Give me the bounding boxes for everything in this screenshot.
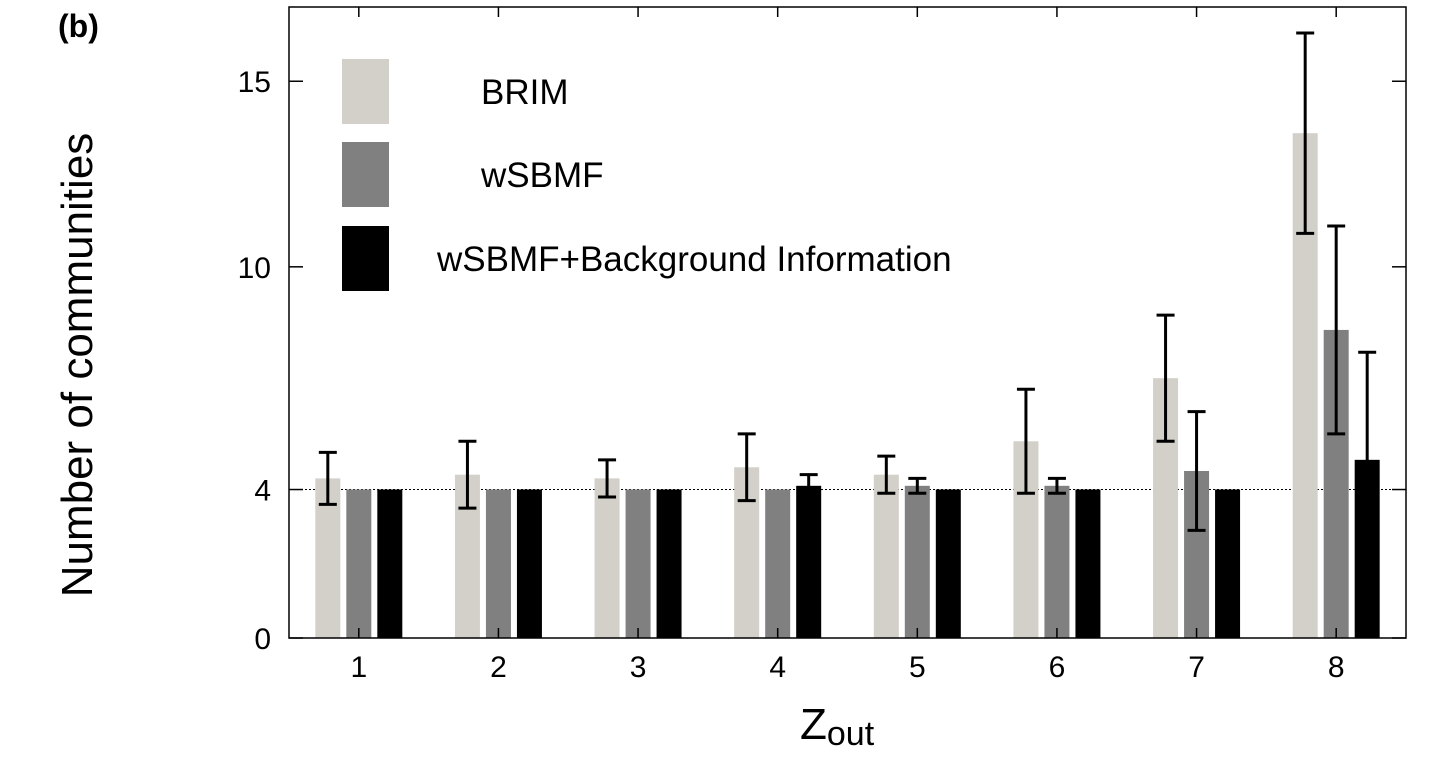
bar-3-6 — [1075, 489, 1101, 638]
bar-1-5 — [873, 474, 899, 638]
y-tick-label-10: 10 — [238, 252, 271, 285]
x-axis-label: Zout — [800, 700, 875, 753]
x-tick-label-2: 2 — [490, 651, 507, 684]
y-tick-label-4: 4 — [254, 475, 271, 508]
x-axis-label-subscript: out — [826, 715, 875, 753]
x-tick-label-6: 6 — [1049, 651, 1066, 684]
plot-frame — [288, 6, 1407, 639]
bar-3-4 — [796, 485, 822, 638]
x-tick-label-1: 1 — [350, 651, 367, 684]
x-tick-label-7: 7 — [1188, 651, 1205, 684]
bar-2-1 — [346, 489, 372, 638]
bar-2-2 — [485, 489, 511, 638]
bar-2-3 — [625, 489, 651, 638]
x-tick-label-5: 5 — [909, 651, 926, 684]
bar-3-1 — [377, 489, 403, 638]
panel-label: (b) — [58, 8, 99, 44]
bar-3-2 — [516, 489, 542, 638]
y-tick-label-0: 0 — [254, 623, 271, 656]
x-tick-label-8: 8 — [1328, 651, 1345, 684]
bar-2-4 — [765, 489, 791, 638]
legend-label-3: wSBMF+Background Information — [436, 240, 952, 279]
legend-label-1: BRIM — [481, 73, 569, 112]
bar-2-5 — [904, 485, 930, 638]
x-axis-label-main: Z — [800, 700, 827, 749]
legend-swatch-2 — [342, 142, 389, 207]
bar-3-3 — [656, 489, 682, 638]
bar-1-3 — [594, 478, 620, 638]
x-tick-label-4: 4 — [769, 651, 786, 684]
x-tick-label-3: 3 — [630, 651, 647, 684]
legend-swatch-3 — [342, 226, 389, 291]
bar-2-6 — [1044, 485, 1070, 638]
bar-3-7 — [1215, 489, 1241, 638]
bar-3-5 — [935, 489, 961, 638]
y-tick-label-15: 15 — [238, 66, 271, 99]
legend-label-2: wSBMF — [480, 156, 604, 195]
legend-swatch-1 — [342, 59, 389, 124]
